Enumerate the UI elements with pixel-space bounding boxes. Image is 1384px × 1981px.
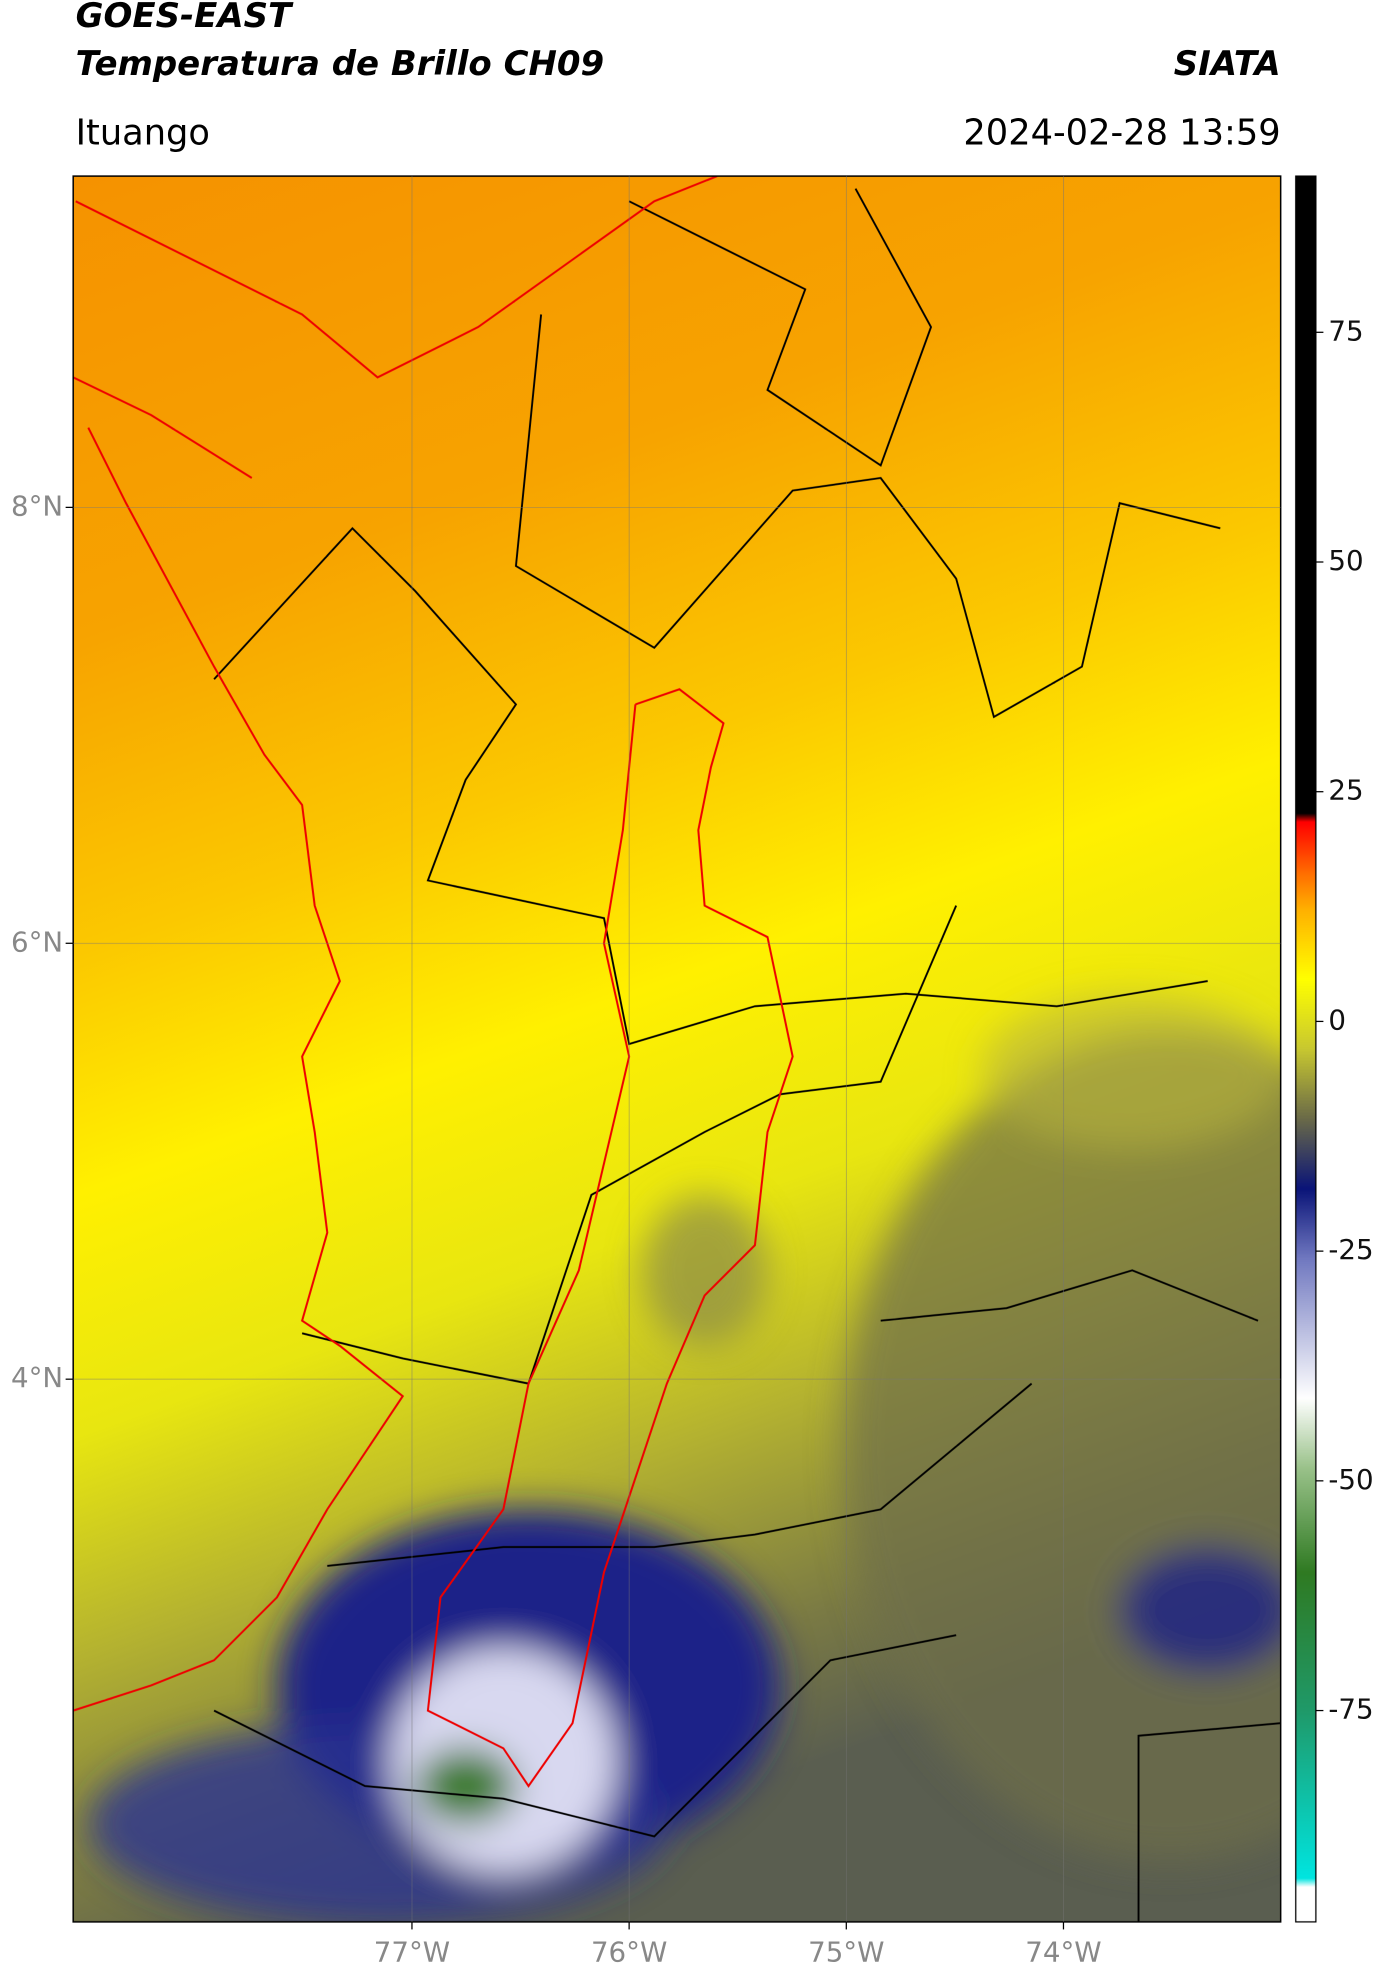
colorbar-tick-label: 75: [1328, 314, 1363, 347]
title: GOES-EAST: [76, 0, 294, 36]
lon-tick-label: 74°W: [1025, 1935, 1101, 1968]
colorbar-tick-label: -50: [1328, 1463, 1373, 1496]
lat-tick-label: 6°N: [11, 925, 63, 958]
colorbar-tick-label: -25: [1328, 1233, 1373, 1266]
map-frame: [72, 175, 1282, 1923]
lon-tick-label: 76°W: [591, 1935, 667, 1968]
colorbar-tick-label: -75: [1328, 1693, 1373, 1726]
brand: SIATA: [1174, 44, 1281, 84]
lon-tick-label: 75°W: [808, 1935, 884, 1968]
lon-tick-label: 77°W: [374, 1935, 450, 1968]
colorbar: [1295, 175, 1317, 1923]
colorbar-tick-label: 0: [1328, 1003, 1346, 1036]
colorbar-tick-label: 25: [1328, 774, 1363, 807]
satellite-image: [73, 176, 1281, 1922]
subtitle: Temperatura de Brillo CH09: [76, 44, 604, 84]
datetime: 2024-02-28 13:59: [963, 113, 1280, 154]
lat-tick-label: 8°N: [11, 489, 63, 522]
colorbar-tick-label: 50: [1328, 544, 1363, 577]
location: Ituango: [76, 113, 210, 154]
lat-tick-label: 4°N: [11, 1361, 63, 1394]
